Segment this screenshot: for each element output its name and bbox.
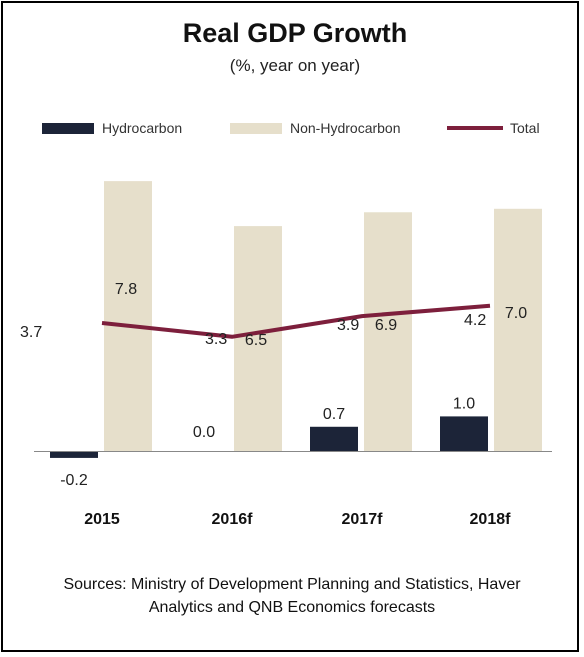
label-hydrocarbon-2016f: 0.0	[193, 424, 215, 441]
label-hydrocarbon-2017f: 0.7	[323, 406, 345, 423]
x-tick-2016f: 2016f	[212, 511, 254, 528]
bar-non-hydrocarbon-2015	[104, 181, 152, 451]
chart-subtitle: (%, year on year)	[230, 56, 360, 75]
label-total-2015: 3.7	[20, 324, 42, 341]
x-tick-labels: 2015 2016f 2017f 2018f	[84, 511, 511, 528]
x-tick-2018f: 2018f	[470, 511, 512, 528]
label-non-hydrocarbon-2016f: 6.5	[245, 332, 267, 349]
series-line-total	[101, 303, 491, 339]
bar-non-hydrocarbon-2017f	[364, 212, 412, 451]
bar-hydrocarbon-2015	[50, 451, 98, 458]
label-total-2017f: 3.9	[337, 317, 359, 334]
label-total-2016f: 3.3	[205, 331, 227, 348]
label-hydrocarbon-2018f: 1.0	[453, 395, 475, 412]
label-hydrocarbon-2015: -0.2	[60, 472, 88, 489]
bar-hydrocarbon-2018f	[440, 416, 488, 451]
total-line-layer	[101, 303, 491, 339]
bar-non-hydrocarbon-2016f	[234, 226, 282, 451]
label-non-hydrocarbon-2018f: 7.0	[505, 305, 527, 322]
legend-swatch-non-hydrocarbon	[230, 123, 282, 134]
legend: Hydrocarbon Non-Hydrocarbon Total	[42, 120, 540, 136]
bars-layer	[50, 181, 542, 458]
x-tick-2015: 2015	[84, 511, 120, 528]
label-non-hydrocarbon-2015: 7.8	[115, 281, 137, 298]
source-note: Sources: Ministry of Development Plannin…	[63, 576, 521, 616]
legend-swatch-hydrocarbon	[42, 123, 94, 134]
label-total-2018f: 4.2	[464, 312, 486, 329]
legend-label-non-hydrocarbon: Non-Hydrocarbon	[290, 120, 401, 136]
label-non-hydrocarbon-2017f: 6.9	[375, 317, 397, 334]
chart-title: Real GDP Growth	[183, 18, 408, 48]
bar-non-hydrocarbon-2018f	[494, 208, 542, 451]
data-labels-layer: -0.2 7.8 3.7 0.0 6.5 3.3 0.7 6.9 3.9 1.0 7.0 4.2	[20, 281, 527, 489]
bar-hydrocarbon-2017f	[310, 426, 358, 451]
legend-label-hydrocarbon: Hydrocarbon	[102, 120, 182, 136]
legend-label-total: Total	[510, 120, 540, 136]
x-tick-2017f: 2017f	[342, 511, 384, 528]
